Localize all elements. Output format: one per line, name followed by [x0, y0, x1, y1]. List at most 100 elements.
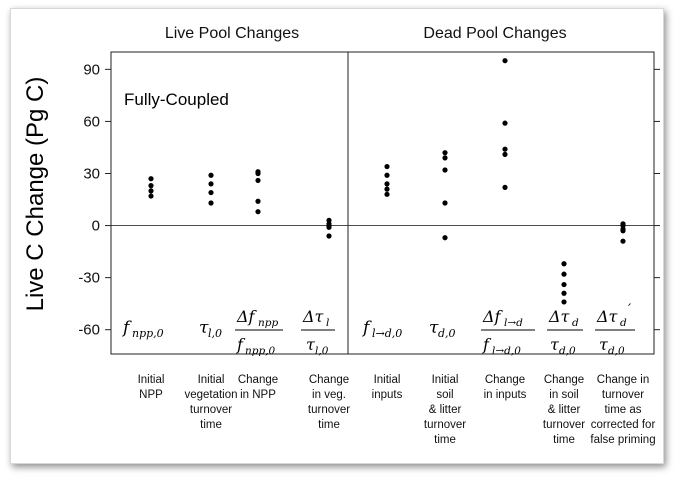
- panel-title-live: Live Pool Changes: [165, 25, 299, 42]
- svg-text:f: f: [121, 318, 132, 338]
- data-point: [442, 167, 448, 173]
- data-point: [326, 233, 332, 239]
- data-point: [384, 163, 390, 170]
- data-point: [442, 235, 448, 241]
- svg-text:f: f: [361, 318, 372, 338]
- category-caption-line: in inputs: [484, 389, 527, 401]
- data-point: [561, 261, 567, 267]
- y-tick-label: 60: [83, 113, 100, 130]
- y-axis-ticks: 90 60 30 0 -30 -60: [78, 61, 660, 339]
- data-point: [384, 172, 390, 178]
- data-point: [442, 200, 448, 206]
- plot-frame: [110, 51, 655, 355]
- y-tick-label: 30: [83, 165, 100, 182]
- scatter-chart: Live C Change (Pg C) Live Pool Changes D…: [22, 25, 660, 446]
- data-point: [561, 281, 567, 288]
- category-caption-line: Change in: [597, 374, 649, 386]
- svg-text:d,0: d,0: [438, 327, 456, 340]
- data-point: [255, 177, 261, 184]
- symbol-tau-l-0: τ l,0: [199, 318, 222, 340]
- svg-text:τ: τ: [199, 318, 209, 338]
- category-caption-line: & litter: [548, 404, 581, 416]
- category-caption-line: false priming: [590, 434, 655, 446]
- category-caption-line: in NPP: [240, 389, 276, 401]
- svg-text:τ: τ: [429, 318, 439, 338]
- symbol-delta-tau-l-frac: Δτ l τ l,0: [301, 307, 335, 357]
- symbol-delta-tau-d-prime-frac: Δτ d ′ τ d,0: [595, 302, 635, 357]
- category-caption-line: NPP: [139, 389, 163, 401]
- category-caption-line: & litter: [429, 404, 462, 416]
- data-point: [384, 191, 390, 197]
- data-point: [442, 155, 448, 161]
- svg-text:d: d: [572, 317, 579, 329]
- category-caption-line: Change: [309, 374, 349, 386]
- data-point: [148, 183, 154, 189]
- data-point: [561, 271, 567, 277]
- data-point: [502, 120, 508, 126]
- svg-text:f: f: [236, 335, 246, 354]
- svg-text:Δτ: Δτ: [596, 307, 619, 326]
- category-caption-line: time as: [604, 404, 641, 416]
- category-caption-line: time: [553, 434, 575, 446]
- data-points: [148, 58, 626, 305]
- svg-text:Δf: Δf: [236, 307, 258, 326]
- data-point: [384, 181, 390, 187]
- data-point: [442, 150, 448, 156]
- svg-text:l→d,0: l→d,0: [492, 345, 521, 357]
- symbol-delta-f-npp-frac: Δf npp f npp,0: [235, 307, 283, 357]
- svg-text:Δτ: Δτ: [548, 307, 571, 326]
- data-point: [620, 228, 626, 234]
- svg-text:τ: τ: [306, 335, 316, 354]
- svg-text:npp,0: npp,0: [245, 345, 276, 357]
- data-point: [208, 181, 214, 187]
- category-caption-line: vegetation: [184, 389, 237, 401]
- data-point: [148, 193, 154, 199]
- svg-text:d,0: d,0: [608, 345, 625, 357]
- y-tick-label: 0: [92, 218, 100, 235]
- category-caption-line: time: [200, 419, 222, 431]
- data-point: [255, 198, 261, 204]
- svg-text:τ: τ: [599, 335, 609, 354]
- symbol-delta-f-l-d-frac: Δf l→d f l→d,0: [481, 307, 535, 357]
- y-tick-label: 90: [83, 61, 100, 78]
- data-point: [502, 58, 508, 64]
- svg-text:d: d: [620, 317, 627, 329]
- data-point: [502, 184, 508, 190]
- category-captions: Initial NPP Initial vegetation turnover time C…: [138, 374, 656, 446]
- category-caption-line: Initial: [138, 374, 165, 386]
- svg-text:′: ′: [628, 302, 632, 318]
- category-caption-line: turnover: [543, 419, 585, 431]
- category-caption-line: Change: [238, 374, 278, 386]
- data-point: [148, 176, 154, 182]
- svg-text:l→d: l→d: [504, 317, 523, 329]
- svg-text:d,0: d,0: [559, 345, 576, 357]
- category-caption-line: turnover: [602, 389, 644, 401]
- category-caption-line: in veg.: [312, 389, 346, 401]
- category-caption-line: turnover: [190, 404, 232, 416]
- category-caption-line: Initial: [198, 374, 225, 386]
- data-point: [255, 209, 261, 215]
- svg-text:l,0: l,0: [315, 345, 329, 357]
- data-point: [561, 299, 567, 305]
- data-point: [208, 189, 214, 196]
- data-point: [502, 146, 508, 152]
- data-point: [561, 290, 567, 296]
- svg-text:f: f: [482, 335, 492, 354]
- data-point: [384, 186, 390, 192]
- data-point: [326, 224, 332, 230]
- svg-text:l,0: l,0: [208, 327, 222, 340]
- svg-text:npp: npp: [258, 317, 278, 329]
- category-caption-line: Initial: [374, 374, 401, 386]
- category-caption-line: Initial: [432, 374, 459, 386]
- svg-text:Δf: Δf: [482, 307, 504, 326]
- category-caption-line: corrected for: [591, 419, 656, 431]
- symbol-delta-tau-d-frac: Δτ d τ d,0: [547, 307, 583, 357]
- category-caption-line: time: [434, 434, 456, 446]
- category-caption-line: time: [318, 419, 340, 431]
- y-axis-label: Live C Change (Pg C): [22, 77, 49, 312]
- svg-text:l→d,0: l→d,0: [372, 327, 402, 340]
- symbol-tau-d-0: τ d,0: [429, 318, 456, 340]
- category-caption-line: turnover: [308, 404, 350, 416]
- y-tick-label: -30: [78, 270, 100, 287]
- category-caption-line: in soil: [549, 389, 578, 401]
